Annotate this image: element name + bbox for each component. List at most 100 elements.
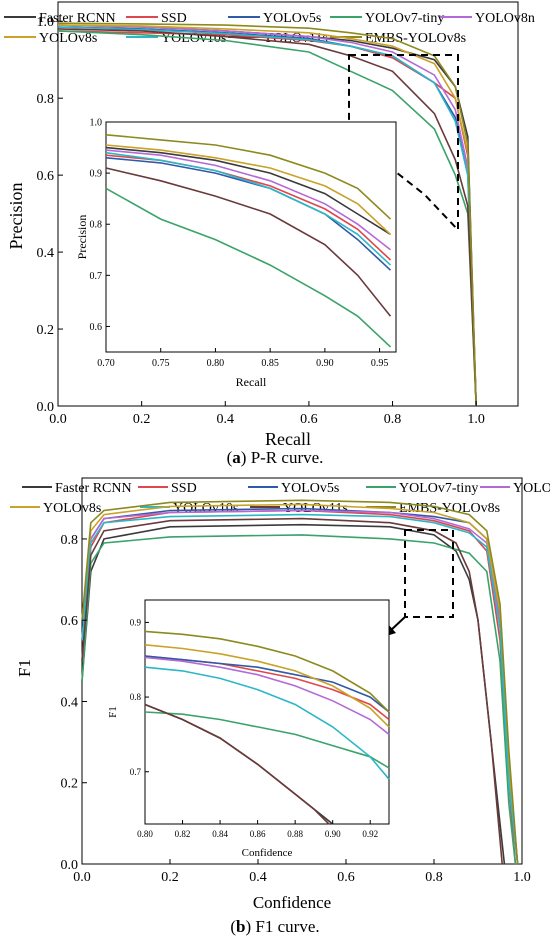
pr-inset-series-faster-rcnn: [105, 146, 391, 236]
pr-y-axis-label: Precision: [6, 183, 26, 250]
f1-x-tick-label: 0.8: [425, 870, 443, 885]
f1-inset-series-embs-yolov8s: [144, 630, 390, 713]
f1-legend-label-yolov10s: YOLOv10s: [173, 501, 238, 516]
f1-inset-ticks: 0.80 0.82 0.84 0.86 0.88 0.90 0.92 0.7 0.8 0.9: [130, 618, 378, 839]
f1-y-tick-label: 0.2: [61, 777, 79, 792]
pr-inset-series-yolov11s: [105, 167, 392, 317]
f1-inset-series-yolov8n: [144, 656, 390, 736]
pr-y-tick-label: 1.0: [37, 15, 55, 30]
f1-inset-x-tick-label: 0.88: [287, 829, 303, 839]
pr-inset: 0.70 0.75 0.80 0.85 0.90 0.950.60.70.80.91.0 …: [75, 118, 397, 389]
f1-y-tick-label: 0.4: [61, 695, 79, 710]
f1-y-tick-label: 0.6: [61, 614, 79, 629]
f1-inset-series-group: [144, 630, 390, 825]
f1-y-axis-label: F1: [15, 659, 34, 677]
pr-legend-label-embs-yolov8s: EMBS-YOLOv8s: [365, 31, 466, 46]
pr-x-tick-label: 0.6: [300, 412, 318, 427]
pr-legend-label-yolov7-tiny: YOLOv7-tiny: [365, 11, 444, 26]
pr-legend-label-yolov8n: YOLOv8n: [475, 11, 535, 26]
pr-legend-label-yolov5s: YOLOv5s: [263, 11, 321, 26]
f1-x-tick-label: 0.2: [161, 870, 179, 885]
pr-series-yolov8n: [57, 24, 477, 407]
f1-caption: (b) F1 curve.: [230, 917, 319, 936]
pr-inset-y-tick-label: 1.0: [90, 118, 103, 129]
f1-inset-x-tick-label: 0.90: [325, 829, 341, 839]
pr-x-tick-label: 0.4: [217, 412, 235, 427]
f1-legend-label-yolov5s: YOLOv5s: [281, 481, 339, 496]
f1-zoom-box: [404, 529, 454, 618]
pr-zoom-box: [348, 54, 459, 233]
f1-y-tick-label: 0.8: [61, 533, 79, 548]
pr-inset-y-tick-label: 0.6: [90, 322, 103, 333]
f1-inset-x-label: Confidence: [242, 847, 293, 859]
pr-y-tick-label: 0.2: [37, 323, 55, 338]
f1-ticks: 0.0 0.2 0.4 0.6 0.8 1.0 0.0 0.2 0.4 0.6 0.8: [61, 533, 531, 885]
f1-series-embs-yolov8s: [81, 499, 519, 865]
f1-legend-label-ssd: SSD: [171, 481, 197, 496]
f1-inset-series-yolov7-tiny: [144, 711, 390, 769]
pr-inset-x-tick-label: 0.95: [371, 358, 389, 369]
f1-inset-y-tick-label: 0.8: [130, 692, 142, 702]
f1-x-tick-label: 0.0: [73, 870, 91, 885]
pr-y-tick-label: 0.4: [37, 246, 55, 261]
f1-series-yolov10s: [81, 513, 519, 865]
pr-legend-label-ssd: SSD: [161, 11, 187, 26]
f1-inset: 0.80 0.82 0.84 0.86 0.88 0.90 0.92 0.7 0.8 0.9 Co…: [107, 599, 390, 859]
f1-legend-label-yolov8s: YOLOv8s: [43, 501, 101, 516]
pr-ticks: 0.0 0.2 0.4 0.6 0.8 1.0 0.0 0.2 0.4 0.6 0.8 1.0: [37, 15, 485, 427]
pr-legend-label-faster-rcnn: Faster RCNN: [39, 11, 116, 26]
f1-inset-frame: [144, 599, 390, 825]
pr-inset-series-yolov8s: [105, 144, 392, 235]
f1-y-tick-label: 0.0: [61, 858, 79, 873]
pr-inset-y-tick-label: 0.9: [90, 169, 103, 180]
pr-inset-y-tick-label: 0.7: [90, 271, 103, 282]
f1-legend-label-faster-rcnn: Faster RCNN: [55, 481, 132, 496]
f1-inset-series-yolov10s: [144, 666, 390, 780]
f1-inset-x-tick-label: 0.80: [137, 829, 153, 839]
pr-inset-x-tick-label: 0.70: [97, 358, 115, 369]
pr-inset-ticks: 0.70 0.75 0.80 0.85 0.90 0.95 0.6 0.7 0.8 0.9 1.0: [90, 118, 389, 370]
f1-legend-label-yolov7-tiny: YOLOv7-tiny: [399, 481, 478, 496]
pr-series-yolov7-tiny: [57, 30, 477, 407]
f1-inset-x-tick-label: 0.82: [175, 829, 191, 839]
pr-plot-frame: [57, 1, 519, 407]
f1-zoom-arrow: [389, 616, 406, 632]
f1-inset-y-label: F1: [107, 706, 119, 718]
f1-series-yolov7-tiny: [81, 534, 517, 865]
pr-inset-y-tick-label: 0.8: [90, 220, 103, 231]
pr-x-tick-label: 0.2: [133, 412, 151, 427]
pr-series-embs-yolov8s: [57, 22, 477, 407]
pr-inset-x-tick-label: 0.80: [207, 358, 225, 369]
pr-inset-y-label: Precision: [75, 215, 89, 260]
pr-y-tick-label: 0.0: [37, 400, 55, 415]
f1-x-tick-label: 1.0: [513, 870, 531, 885]
f1-x-tick-label: 0.6: [337, 870, 355, 885]
pr-inset-series-yolov8n: [105, 149, 391, 251]
pr-y-tick-label: 0.8: [37, 92, 55, 107]
f1-legend-label-embs-yolov8s: EMBS-YOLOv8s: [399, 501, 500, 516]
pr-caption: (a) P-R curve.: [227, 448, 324, 467]
pr-series-yolov10s: [57, 26, 477, 407]
pr-x-tick-label: 0.8: [384, 412, 402, 427]
pr-series-group: [57, 22, 477, 407]
pr-inset-series-yolov10s: [105, 151, 392, 266]
f1-inset-series-yolov5s: [144, 655, 390, 713]
pr-y-tick-label: 0.6: [37, 169, 55, 184]
pr-inset-series-embs-yolov8s: [105, 134, 392, 220]
f1-legend-label-yolov8n: YOLOv8n: [513, 481, 550, 496]
pr-inset-series-yolov7-tiny: [105, 187, 392, 348]
pr-inset-series-group: [105, 134, 392, 348]
pr-panel: Faster RCNN SSD YOLOv5s YOLOv7-tiny YOLOv8n Y…: [4, 1, 535, 449]
pr-x-tick-label: 0.0: [49, 412, 67, 427]
pr-series-yolov8s: [57, 24, 477, 407]
pr-inset-x-label: Recall: [236, 375, 267, 389]
f1-inset-y-tick-label: 0.7: [130, 767, 142, 777]
f1-inset-y-tick-label: 0.9: [130, 618, 142, 628]
pr-inset-x-tick-label: 0.75: [152, 358, 170, 369]
f1-inset-x-tick-label: 0.92: [362, 829, 378, 839]
f1-inset-series-yolov8s: [144, 644, 390, 728]
pr-x-tick-label: 1.0: [467, 412, 485, 427]
pr-inset-x-tick-label: 0.85: [261, 358, 279, 369]
f1-panel: Faster RCNN SSD YOLOv5s YOLOv7-tiny YOLOv8n Y…: [10, 477, 550, 912]
